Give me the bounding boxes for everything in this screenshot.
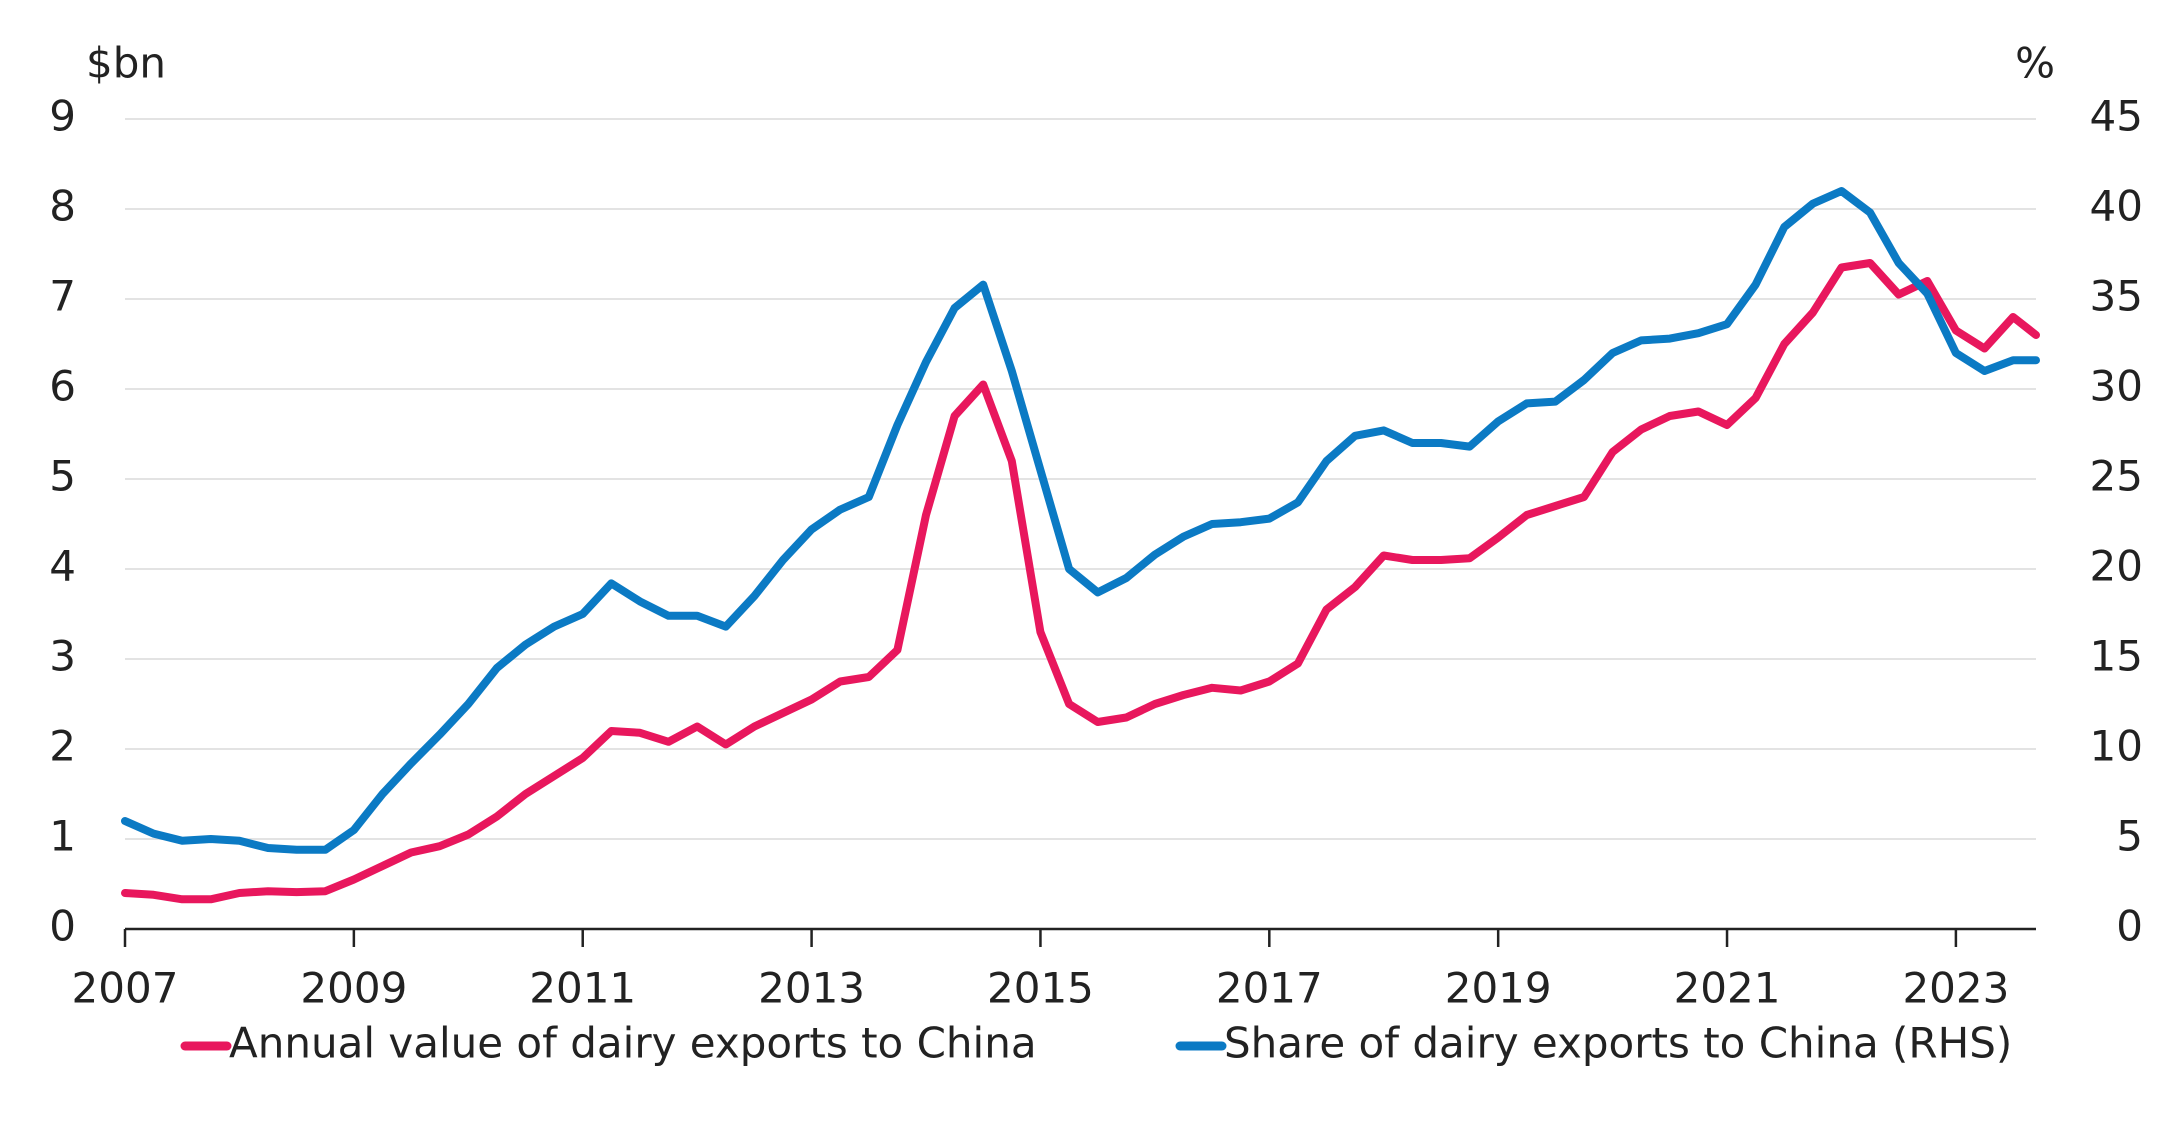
y-tick-label: 6 [49,362,76,411]
y-tick-label: 7 [49,272,76,321]
x-tick-label: 2021 [1674,964,1781,1013]
y-tick-label: 9 [49,92,76,141]
y-tick-label: 4 [49,542,76,591]
x-tick-label: 2009 [300,964,407,1013]
y2-tick-label: 5 [2116,812,2143,861]
series-line [121,259,2040,904]
y2-tick-label: 0 [2116,902,2143,951]
x-tick-label: 2019 [1445,964,1552,1013]
x-tick-label: 2017 [1216,964,1323,1013]
y2-tick-label: 45 [2090,92,2143,141]
y2-tick-label: 25 [2090,452,2143,501]
x-tick-label: 2013 [758,964,865,1013]
legend-label: Annual value of dairy exports to China [229,1019,1037,1068]
y-tick-label: 8 [49,182,76,231]
series-line [121,187,2040,854]
x-tick-label: 2023 [1902,964,2009,1013]
y-tick-label: 2 [49,722,76,771]
y2-tick-label: 10 [2090,722,2143,771]
y2-tick-label: 15 [2090,632,2143,681]
y2-tick-label: 40 [2090,182,2143,231]
y2-unit-label: % [2015,39,2055,88]
y-tick-label: 0 [49,902,76,951]
y-unit-label: $bn [86,39,166,88]
y2-tick-label: 20 [2090,542,2143,591]
x-tick-label: 2015 [987,964,1094,1013]
legend-label: Share of dairy exports to China (RHS) [1224,1019,2012,1068]
y2-tick-label: 30 [2090,362,2143,411]
x-tick-label: 2007 [72,964,179,1013]
y2-tick-label: 35 [2090,272,2143,321]
y-tick-label: 1 [49,812,76,861]
y-tick-label: 5 [49,452,76,501]
y-tick-label: 3 [49,632,76,681]
x-tick-label: 2011 [529,964,636,1013]
